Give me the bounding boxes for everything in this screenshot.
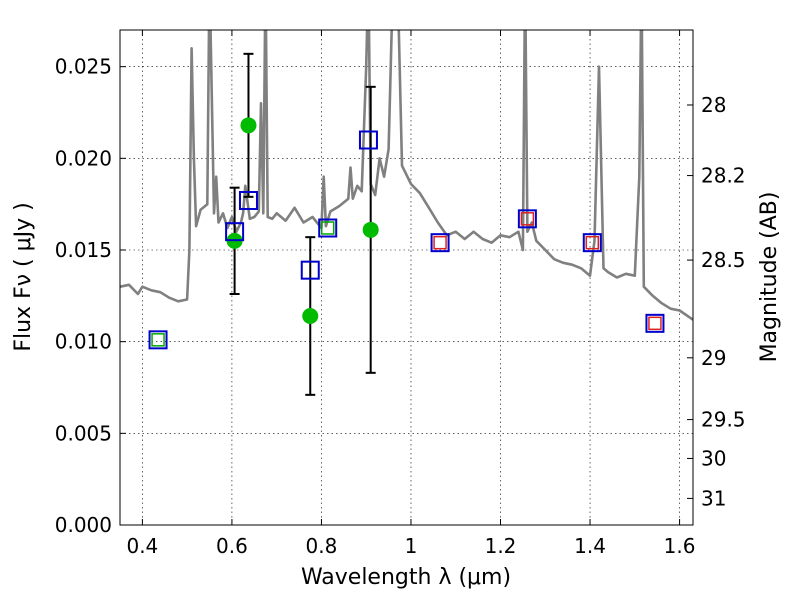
x-tick-label: 0.8 bbox=[306, 534, 338, 558]
right-axis-label: Magnitude (AB) bbox=[757, 192, 782, 363]
x-tick-label: 1.2 bbox=[485, 534, 517, 558]
model-box-inner bbox=[520, 212, 535, 226]
model-box-inner bbox=[151, 333, 165, 347]
model-box bbox=[148, 330, 168, 350]
observed-point bbox=[240, 117, 257, 134]
model-box-inner bbox=[648, 316, 662, 331]
y-tick-label: 0.010 bbox=[55, 330, 112, 354]
x-tick-label: 0.4 bbox=[126, 534, 158, 558]
model-box-inner bbox=[585, 235, 600, 250]
x-axis-label: Wavelength λ (μm) bbox=[301, 565, 511, 590]
x-tick-label: 0.6 bbox=[216, 534, 248, 558]
model-photometry-points bbox=[148, 130, 665, 350]
right-tick-label: 28 bbox=[701, 93, 726, 117]
model-box bbox=[582, 233, 602, 253]
right-tick-label: 28.2 bbox=[701, 164, 746, 188]
y-axis-label: Flux Fν ( μJy ) bbox=[11, 202, 36, 351]
right-axis-ticks: 28 28.2 28.5 29 29.5 30 31 bbox=[687, 93, 746, 510]
model-box bbox=[517, 209, 537, 229]
model-spectrum-layer bbox=[120, 30, 693, 321]
model-box bbox=[318, 218, 338, 238]
model-box bbox=[300, 260, 320, 280]
y-tick-label: 0.025 bbox=[55, 55, 112, 79]
model-box-inner bbox=[433, 235, 447, 250]
right-tick-label: 29 bbox=[701, 346, 726, 370]
observed-point bbox=[302, 308, 319, 324]
model-box bbox=[358, 130, 378, 150]
x-tick-label: 1.4 bbox=[574, 534, 606, 558]
y-tick-label: 0.000 bbox=[55, 513, 112, 537]
right-tick-label: 30 bbox=[701, 446, 726, 470]
plot-background bbox=[120, 30, 693, 525]
right-tick-label: 29.5 bbox=[701, 408, 746, 432]
x-tick-label: 1.6 bbox=[664, 534, 696, 558]
right-tick-label: 31 bbox=[701, 486, 726, 510]
x-tick-label: 1 bbox=[405, 534, 418, 558]
observed-point bbox=[362, 221, 379, 238]
model-box bbox=[645, 313, 665, 333]
y-tick-label: 0.015 bbox=[55, 238, 112, 262]
model-spectrum-line bbox=[120, 30, 693, 321]
y-tick-label: 0.020 bbox=[55, 146, 112, 170]
model-box-inner bbox=[320, 221, 335, 235]
y-tick-label: 0.005 bbox=[55, 421, 112, 445]
x-axis-ticks: 0.4 0.6 0.8 1 1.2 1.4 1.6 bbox=[126, 30, 695, 558]
y-axis-ticks: 0.000 0.005 0.010 0.015 0.020 0.025 bbox=[55, 55, 126, 537]
model-box bbox=[238, 191, 258, 210]
plot-frame bbox=[119, 29, 694, 526]
right-tick-label: 28.5 bbox=[701, 248, 746, 272]
model-box bbox=[430, 233, 450, 253]
model-box bbox=[225, 222, 245, 242]
